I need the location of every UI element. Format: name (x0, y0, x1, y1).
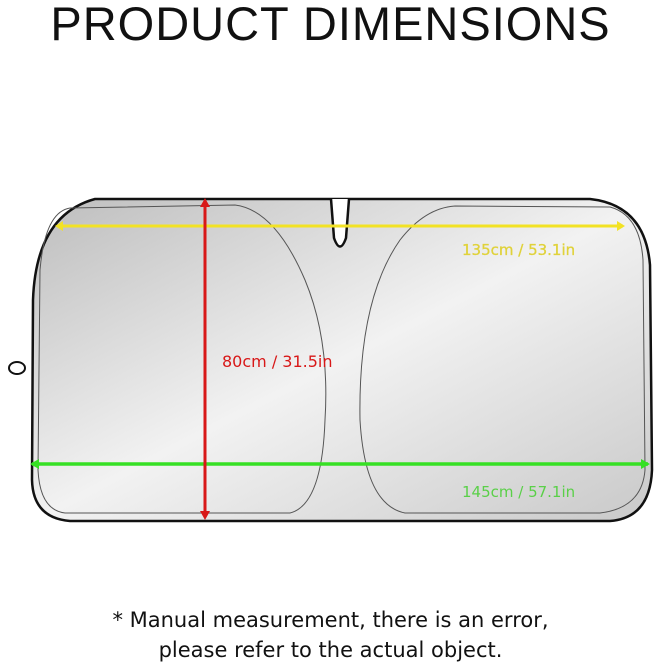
measurement-note-line1: * Manual measurement, there is an error, (112, 608, 549, 632)
width-bottom-label: 145cm / 57.1in (462, 483, 575, 501)
hook-loop-icon (329, 198, 351, 248)
right-panel (359, 205, 646, 514)
left-panel (37, 204, 327, 514)
width-top-arrow (55, 221, 625, 231)
sunshade-outline (30, 197, 654, 523)
width-bottom-arrow (30, 459, 650, 469)
measurement-note-line2: please refer to the actual object. (158, 638, 503, 662)
width-top-label: 135cm / 53.1in (462, 241, 575, 259)
side-loop-icon (8, 361, 26, 375)
height-arrow (200, 198, 210, 520)
height-label: 80cm / 31.5in (222, 352, 333, 371)
page-title: PRODUCT DIMENSIONS (50, 0, 611, 50)
